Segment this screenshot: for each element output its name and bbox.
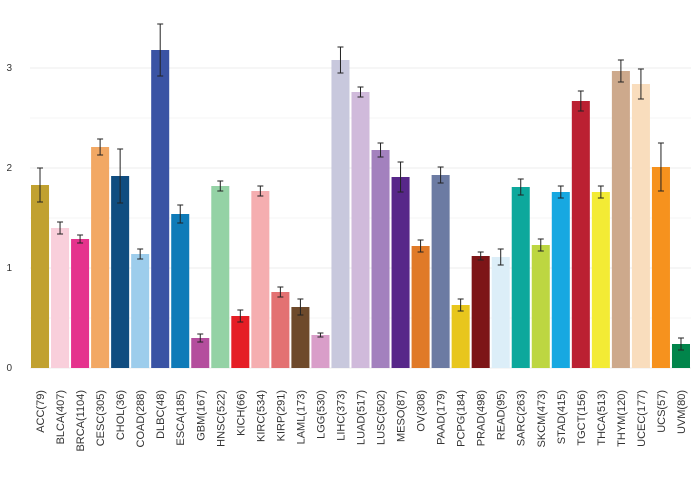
x-tick-label: UCEC(177) (636, 390, 648, 447)
bar-lgg[interactable] (311, 335, 330, 368)
y-tick-label: 1 (6, 263, 12, 274)
x-tick-label: LIHC(373) (335, 390, 347, 441)
bar-brca[interactable] (71, 239, 90, 368)
x-axis-ticks: ACC(79) BLCA(407) BRCA(1104) CESC(305) CHOL(… (35, 390, 688, 452)
y-tick-label: 2 (6, 163, 12, 174)
x-tick-label: DLBC(48) (155, 390, 167, 439)
x-tick-label: ESCA(185) (175, 390, 187, 446)
bar-kirp[interactable] (271, 292, 290, 368)
bar-kich[interactable] (231, 316, 250, 368)
x-tick-label: CHOL(36) (115, 390, 127, 440)
x-tick-label: SKCM(473) (536, 390, 548, 447)
y-tick-label: 0 (6, 363, 12, 374)
x-tick-label: BRCA(1104) (75, 390, 87, 452)
bar-lusc[interactable] (371, 150, 390, 368)
x-tick-label: BLCA(407) (55, 390, 67, 444)
x-tick-label: READ(95) (496, 390, 508, 440)
x-tick-label: KIRC(534) (255, 390, 267, 442)
bars (31, 50, 690, 368)
bar-esca[interactable] (171, 214, 190, 368)
bar-prad[interactable] (471, 256, 490, 368)
bar-uvm[interactable] (671, 344, 690, 368)
bar-hnsc[interactable] (211, 186, 230, 368)
x-tick-label: MESO(87) (396, 390, 408, 442)
x-tick-label: THCA(513) (596, 390, 608, 446)
bar-pcpg[interactable] (451, 305, 470, 368)
x-tick-label: THYM(120) (616, 390, 628, 447)
bar-sarc[interactable] (511, 187, 530, 368)
bar-coad[interactable] (131, 254, 150, 368)
x-tick-label: KIRP(291) (275, 390, 287, 441)
bar-lihc[interactable] (331, 60, 350, 368)
x-tick-label: COAD(288) (135, 390, 147, 447)
bar-tgct[interactable] (571, 101, 590, 368)
bar-acc[interactable] (31, 185, 50, 368)
x-tick-label: LUAD(517) (356, 390, 368, 445)
bar-thca[interactable] (591, 192, 610, 368)
bar-luad[interactable] (351, 92, 370, 368)
x-tick-label: CESC(305) (95, 390, 107, 446)
bar-laml[interactable] (291, 307, 310, 368)
bar-cesc[interactable] (91, 147, 110, 368)
x-tick-label: PRAD(498) (476, 390, 488, 446)
bar-stad[interactable] (551, 192, 570, 368)
x-tick-label: SARC(263) (516, 390, 528, 446)
x-tick-label: GBM(167) (195, 390, 207, 441)
bar-read[interactable] (491, 257, 510, 368)
x-tick-label: ACC(79) (35, 390, 47, 433)
x-tick-label: LGG(530) (315, 390, 327, 439)
bar-gbm[interactable] (191, 338, 210, 368)
x-tick-label: HNSC(522) (215, 390, 227, 447)
bar-chol[interactable] (111, 176, 130, 368)
x-tick-label: UCS(57) (656, 390, 668, 433)
x-tick-label: LUSC(502) (376, 390, 388, 445)
x-tick-label: UVM(80) (676, 390, 688, 434)
bar-paad[interactable] (431, 175, 450, 368)
error-bars (37, 23, 684, 351)
x-tick-label: PAAD(179) (436, 390, 448, 445)
bar-kirc[interactable] (251, 191, 270, 368)
x-tick-label: STAD(415) (556, 390, 568, 444)
x-tick-label: PCPG(184) (456, 390, 468, 447)
x-tick-label: LAML(173) (295, 390, 307, 444)
bar-meso[interactable] (391, 177, 410, 368)
bar-blca[interactable] (51, 228, 70, 368)
bar-ov[interactable] (411, 246, 430, 368)
y-axis-ticks: 0 1 2 3 (6, 63, 12, 374)
y-tick-label: 3 (6, 63, 12, 74)
x-tick-label: OV(308) (416, 390, 428, 432)
bar-thym[interactable] (611, 71, 630, 368)
bar-ucs[interactable] (651, 167, 670, 368)
x-tick-label: TGCT(156) (576, 390, 588, 446)
x-tick-label: KICH(66) (235, 390, 247, 436)
bar-ucec[interactable] (631, 84, 650, 368)
bar-dlbc[interactable] (151, 50, 170, 368)
bar-skcm[interactable] (531, 245, 550, 368)
